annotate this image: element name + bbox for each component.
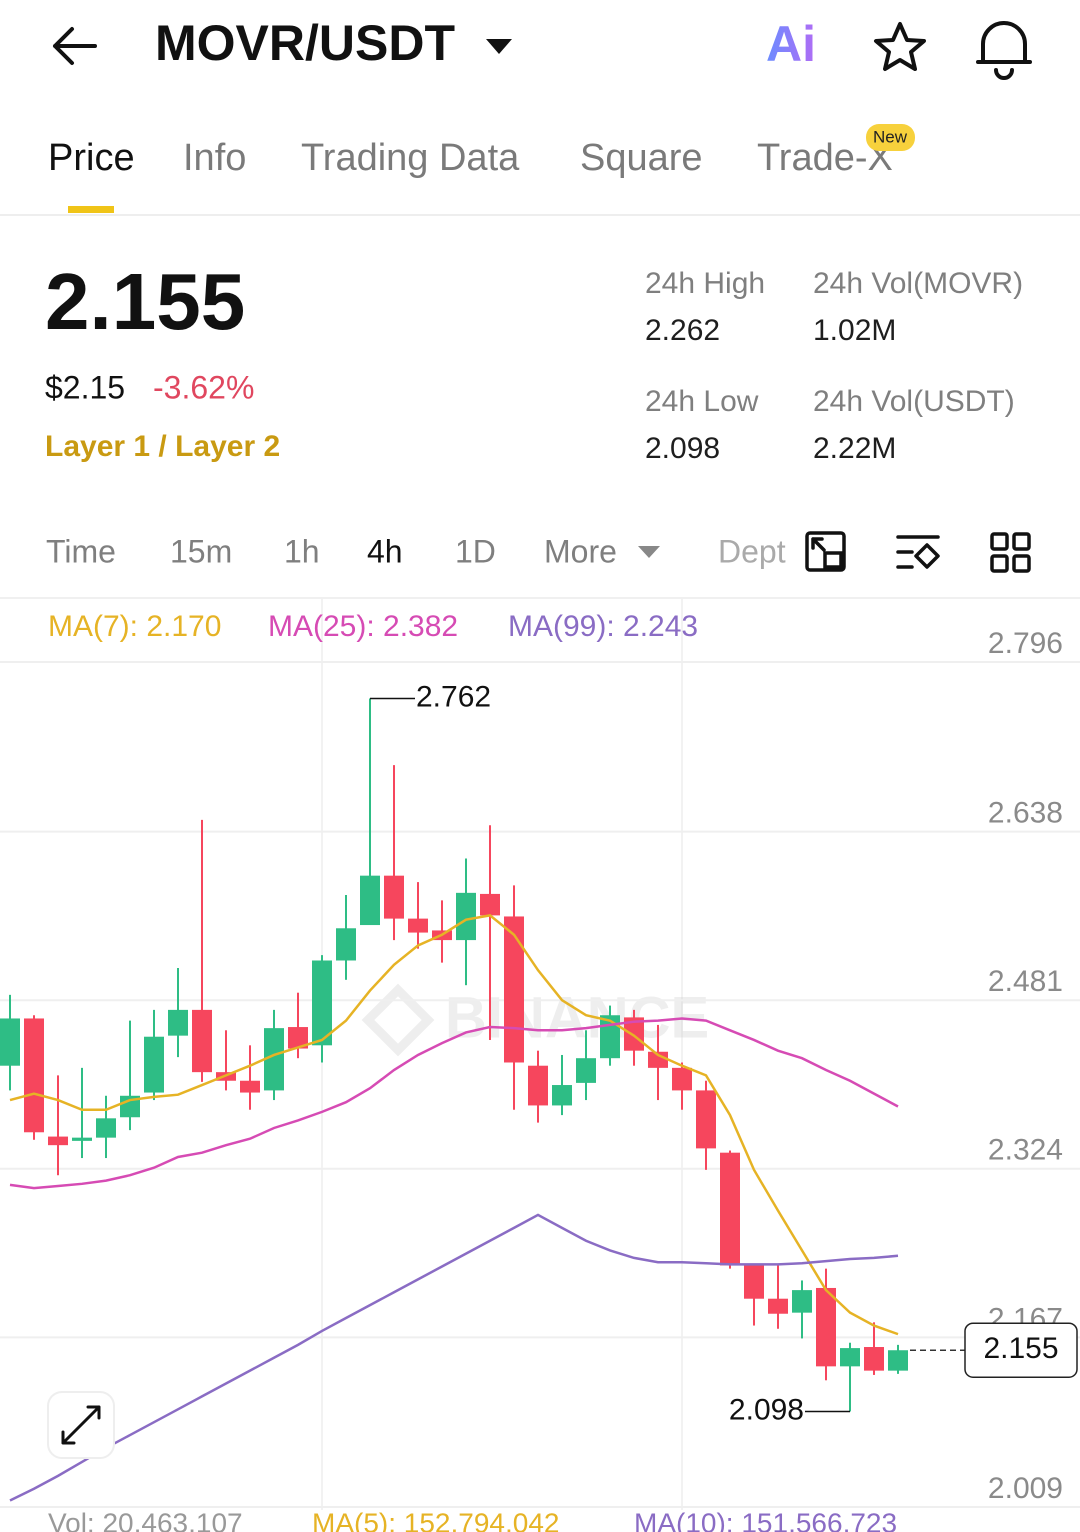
- candle-body: [816, 1287, 836, 1367]
- y-tick-label: 2.324: [988, 1134, 1063, 1167]
- candle-body: [192, 1009, 212, 1073]
- min-label: 2.098: [729, 1393, 804, 1426]
- stat-label: 24h Vol(MOVR): [813, 267, 1023, 300]
- tab-info[interactable]: Info: [183, 137, 246, 179]
- candle-body: [672, 1067, 692, 1091]
- watermark-text: BINANCE: [445, 985, 709, 1050]
- stat-label: 24h Low: [645, 385, 759, 418]
- candle-body: [528, 1065, 548, 1106]
- indicator-icon[interactable]: [896, 535, 940, 569]
- candle-body: [792, 1290, 812, 1313]
- legend-entry: MA(25): 2.382: [268, 610, 458, 643]
- interval-active[interactable]: 4h: [367, 533, 403, 569]
- tab-price[interactable]: Price: [48, 137, 135, 179]
- interval[interactable]: 15m: [170, 533, 232, 569]
- legend-entry: MA(99): 2.243: [508, 610, 698, 643]
- back-button[interactable]: [53, 27, 97, 65]
- candle-body: [744, 1265, 764, 1299]
- candle-body: [720, 1152, 740, 1266]
- candle-body: [48, 1136, 68, 1146]
- candle-body: [840, 1348, 860, 1367]
- candle-body: [264, 1028, 284, 1091]
- ma-line: [9, 914, 899, 1336]
- volume-legend: MA(10): 151,566,723: [634, 1507, 897, 1532]
- candle-body: [384, 875, 404, 919]
- candle-body: [24, 1018, 44, 1133]
- new-badge: [866, 124, 915, 151]
- plot-area: [0, 698, 908, 1502]
- candle-body: [888, 1350, 908, 1371]
- last-price: 2.155: [45, 257, 245, 346]
- stat-value: 2.098: [645, 432, 720, 465]
- interval[interactable]: 1D: [455, 533, 496, 569]
- candle-body: [360, 875, 380, 926]
- candle-body: [96, 1118, 116, 1138]
- y-tick-label: 2.481: [988, 965, 1063, 998]
- candle-body: [624, 1017, 644, 1051]
- divider: [0, 597, 1080, 599]
- candle-body: [552, 1085, 572, 1106]
- tab-trading-data[interactable]: Trading Data: [301, 137, 520, 179]
- interval[interactable]: 1h: [284, 533, 320, 569]
- candle-body: [768, 1298, 788, 1314]
- volume-legend: MA(5): 152,794,042: [312, 1507, 560, 1532]
- max-label: 2.762: [416, 680, 491, 713]
- new-badge-text: New: [873, 127, 908, 146]
- stat-value: 2.262: [645, 314, 720, 347]
- more-dropdown: [638, 546, 660, 558]
- candle-body: [864, 1347, 884, 1371]
- favorite-button[interactable]: [874, 22, 926, 71]
- candle-body: [144, 1036, 164, 1093]
- candle-body: [648, 1051, 668, 1068]
- tab-square[interactable]: Square: [580, 137, 703, 179]
- stat-value: 1.02M: [813, 314, 896, 347]
- candle-body: [240, 1080, 260, 1093]
- price-tag-text: 2.155: [983, 1332, 1058, 1365]
- divider: [0, 214, 1080, 216]
- candle-body: [696, 1090, 716, 1149]
- ai-button[interactable]: Ai: [766, 16, 816, 72]
- tab-indicator: [68, 206, 114, 213]
- pair-dropdown[interactable]: [486, 39, 512, 54]
- stat-label: 24h Vol(USDT): [813, 385, 1015, 418]
- legend-entry: MA(7): 2.170: [48, 610, 221, 643]
- candle-body: [72, 1137, 92, 1141]
- candle-body: [168, 1009, 188, 1036]
- category-tag[interactable]: Layer 1 / Layer 2: [45, 430, 280, 463]
- candle-body: [408, 918, 428, 933]
- stat-value: 2.22M: [813, 432, 896, 465]
- candle-body: [504, 916, 524, 1063]
- y-tick-label: 2.009: [988, 1472, 1063, 1505]
- candle-body: [312, 960, 332, 1046]
- candle-body: [576, 1058, 596, 1083]
- usd-price: $2.15: [45, 369, 125, 405]
- pair-title[interactable]: MOVR/USDT: [155, 15, 455, 71]
- interval-more[interactable]: More: [544, 533, 617, 569]
- fullscreen-icon[interactable]: [805, 531, 846, 572]
- candle-body: [0, 1018, 20, 1066]
- stat-label: 24h High: [645, 267, 765, 300]
- ma-line: [9, 1213, 899, 1502]
- layout-icon[interactable]: [990, 532, 1031, 573]
- y-tick-label: 2.796: [988, 627, 1063, 660]
- expand-icon: [61, 1405, 101, 1445]
- ma-line: [9, 1017, 899, 1190]
- price-tag: [964, 1322, 1078, 1378]
- candle-body: [480, 893, 500, 916]
- volume-legend: Vol: 20,463,107: [48, 1507, 243, 1532]
- interval[interactable]: Time: [46, 533, 116, 569]
- y-tick-label: 2.638: [988, 797, 1063, 830]
- candle-body: [288, 1027, 308, 1049]
- interval-depth[interactable]: Dept: [718, 533, 786, 569]
- price-change: -3.62%: [153, 369, 254, 405]
- alert-button[interactable]: [976, 21, 1032, 80]
- candle-body: [336, 928, 356, 961]
- candle-body: [456, 892, 476, 941]
